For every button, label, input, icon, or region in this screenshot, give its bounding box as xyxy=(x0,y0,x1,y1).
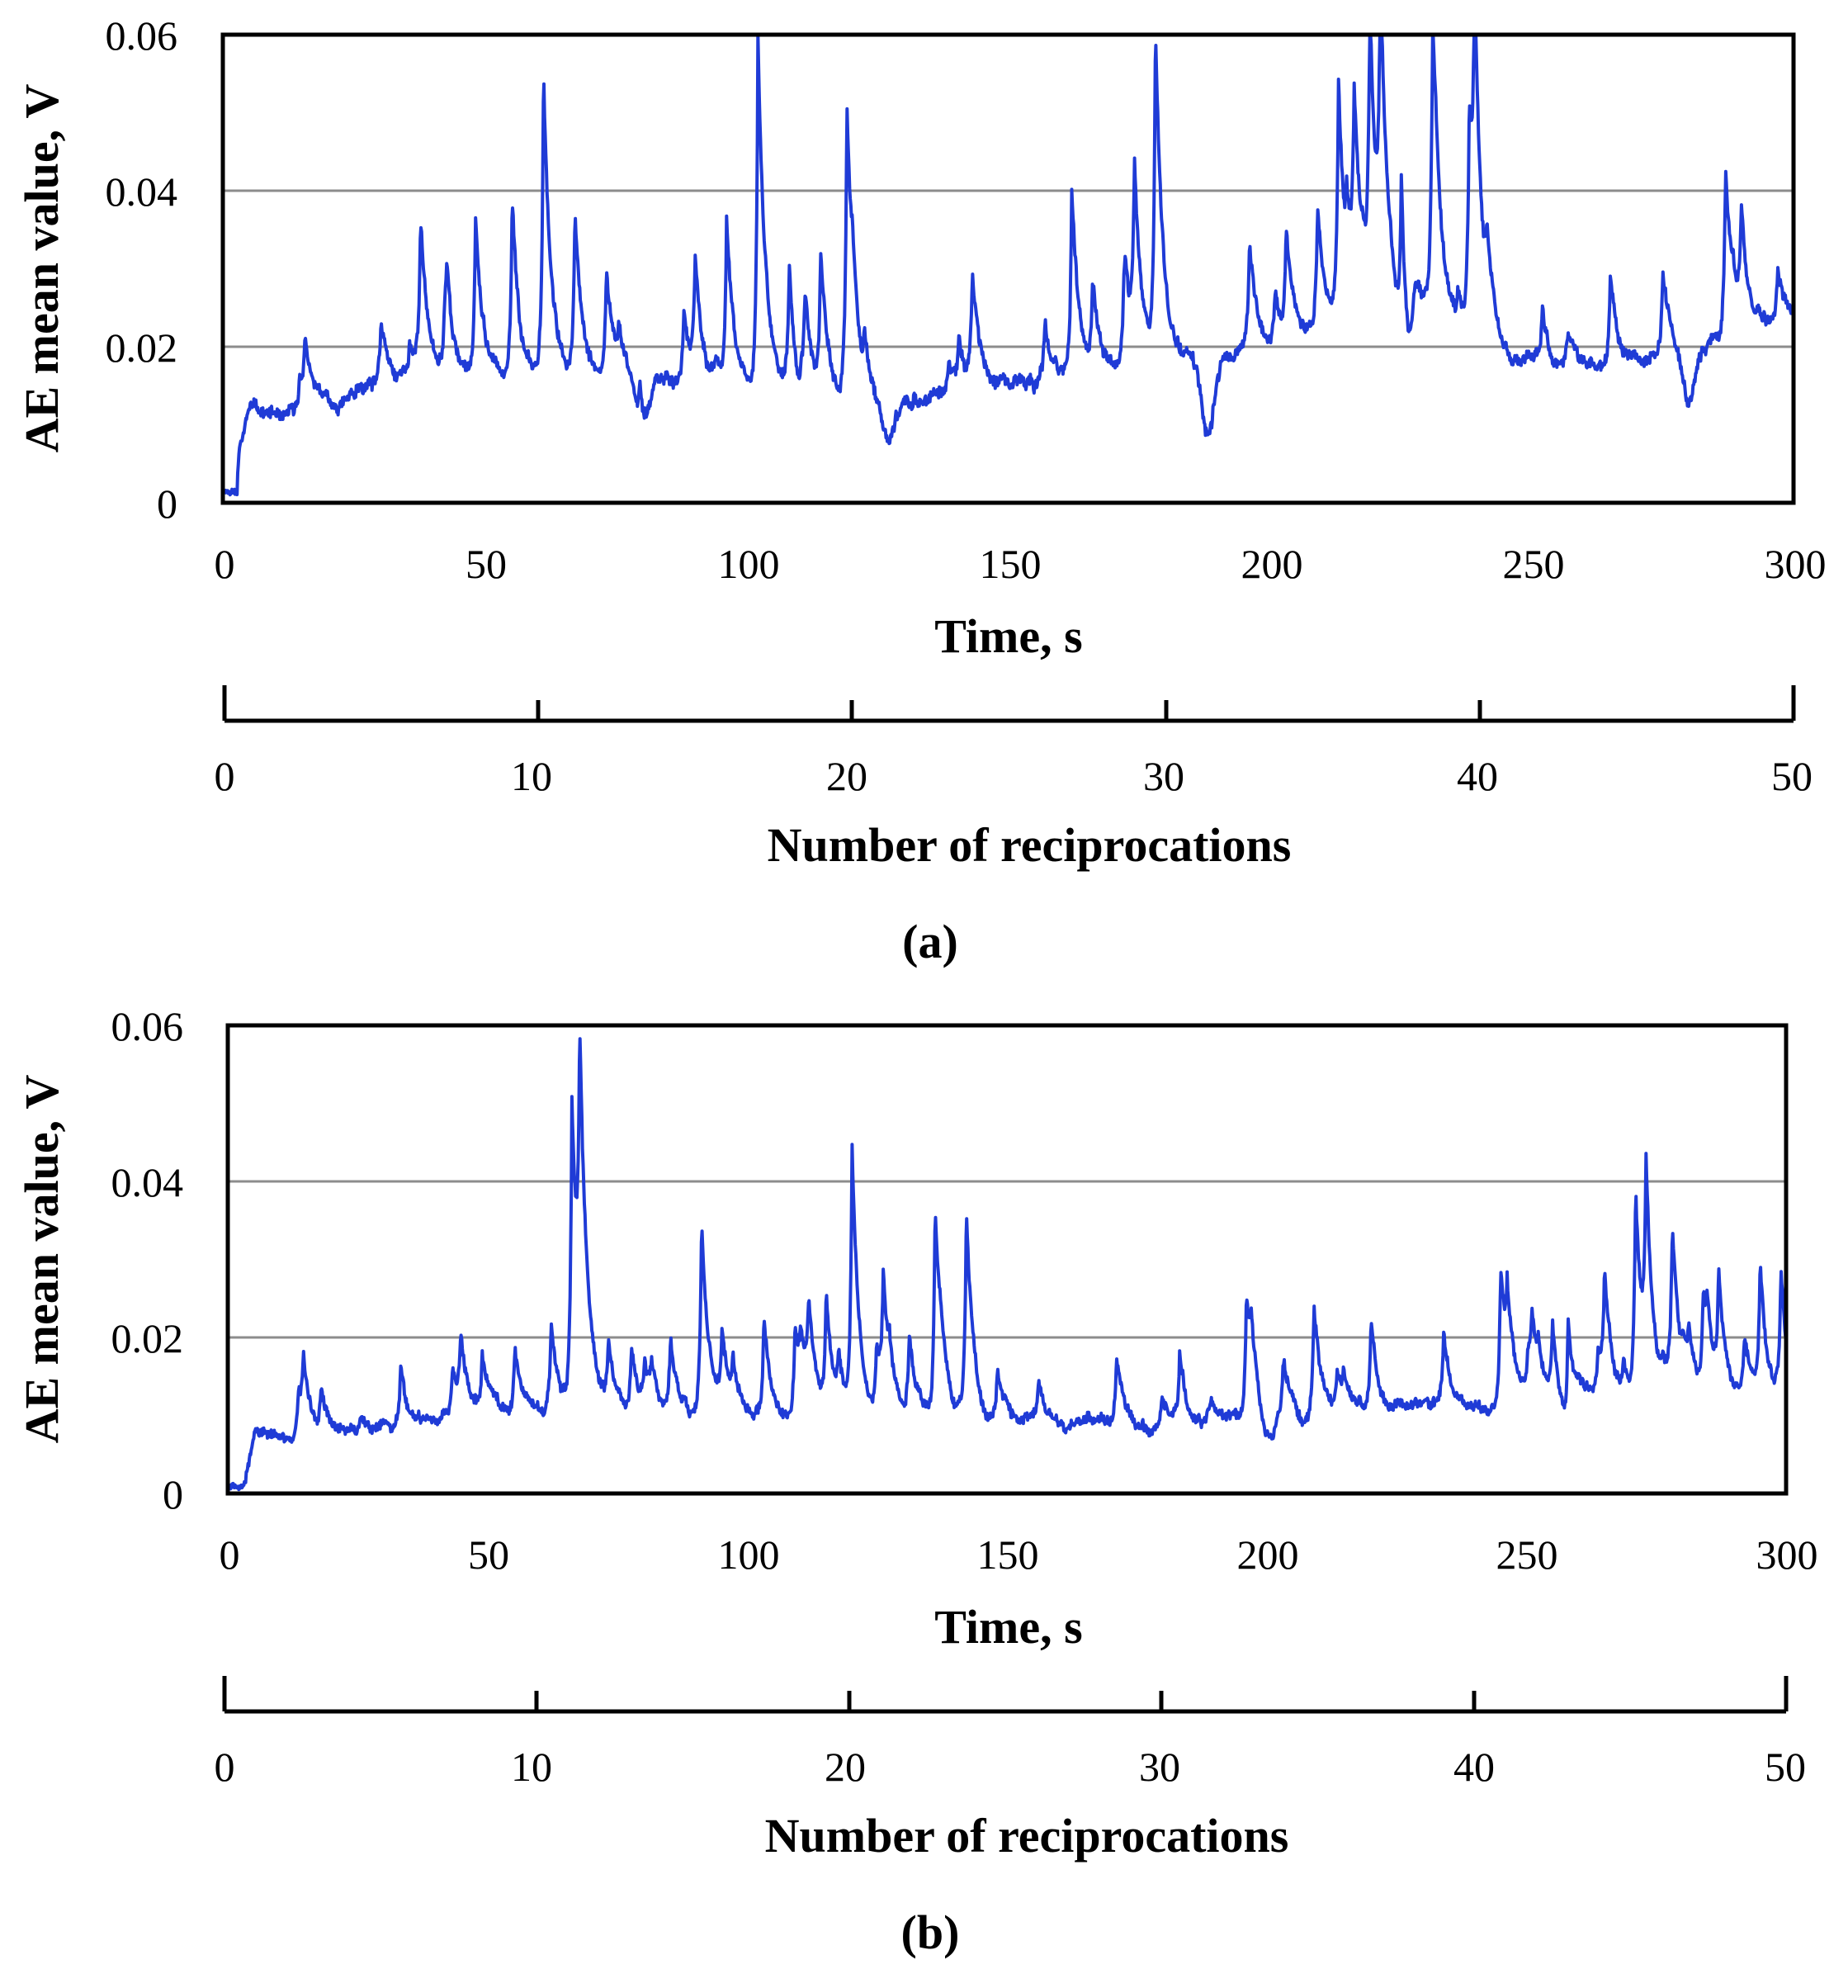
x-tick-label: 250 xyxy=(1496,1531,1558,1578)
x-axis-title: Time, s xyxy=(934,609,1082,663)
reciprocation-tick-label: 20 xyxy=(826,753,867,799)
reciprocation-axis-title: Number of reciprocations xyxy=(765,1809,1289,1863)
y-tick-label: 0 xyxy=(163,1471,183,1517)
plot-area-a xyxy=(223,35,1794,503)
x-tick-label: 300 xyxy=(1756,1531,1818,1578)
y-tick-label: 0.02 xyxy=(106,324,178,371)
x-tick-label: 150 xyxy=(980,541,1042,587)
reciprocation-tick-label: 10 xyxy=(511,753,552,799)
reciprocation-tick-label: 40 xyxy=(1457,753,1498,799)
y-tick-label: 0.06 xyxy=(111,1003,184,1049)
reciprocation-axis-title: Number of reciprocations xyxy=(768,818,1292,872)
reciprocation-tick-label: 40 xyxy=(1453,1744,1495,1790)
ae-series-line-b xyxy=(228,1037,1788,1492)
panel-caption-a: (a) xyxy=(902,915,958,968)
panel-caption-b: (b) xyxy=(901,1905,960,1959)
y-tick-label: 0 xyxy=(157,480,177,527)
x-tick-label: 0 xyxy=(220,1531,240,1578)
y-tick-label: 0.04 xyxy=(106,168,178,215)
x-tick-label: 200 xyxy=(1241,541,1303,587)
reciprocation-tick-label: 30 xyxy=(1143,753,1184,799)
plot-area-b xyxy=(228,1025,1786,1493)
x-tick-label: 150 xyxy=(977,1531,1039,1578)
x-tick-label: 50 xyxy=(466,541,507,587)
x-tick-label: 0 xyxy=(215,541,235,587)
reciprocation-tick-label: 10 xyxy=(511,1744,552,1790)
reciprocation-tick-label: 20 xyxy=(825,1744,866,1790)
y-tick-label: 0.02 xyxy=(111,1315,184,1361)
x-tick-label: 200 xyxy=(1237,1531,1299,1578)
y-tick-label: 0.06 xyxy=(106,12,178,59)
y-axis-title: AE mean value, V xyxy=(15,1074,69,1443)
reciprocation-tick-label: 50 xyxy=(1771,753,1813,799)
x-tick-label: 250 xyxy=(1503,541,1565,587)
x-tick-label: 100 xyxy=(718,541,780,587)
x-tick-label: 100 xyxy=(718,1531,780,1578)
panel-a: 0 0.02 0.04 0.06 0 50 100 150 200 250 30… xyxy=(15,12,1827,968)
x-axis-title: Time, s xyxy=(934,1600,1082,1654)
ae-series-line-a xyxy=(223,33,1794,497)
reciprocation-tick-label: 50 xyxy=(1765,1744,1806,1790)
y-tick-label: 0.04 xyxy=(111,1159,184,1205)
reciprocation-tick-label: 0 xyxy=(215,753,235,799)
plot-frame-b xyxy=(225,1023,1789,1496)
panel-b: 0 0.02 0.04 0.06 0 50 100 150 200 250 30… xyxy=(15,1003,1818,1959)
y-axis-title: AE mean value, V xyxy=(15,83,69,452)
reciprocation-tick-label: 0 xyxy=(215,1744,235,1790)
x-tick-label: 50 xyxy=(468,1531,509,1578)
plot-frame-a xyxy=(220,32,1796,505)
reciprocation-tick-label: 30 xyxy=(1139,1744,1180,1790)
x-tick-label: 300 xyxy=(1765,541,1827,587)
